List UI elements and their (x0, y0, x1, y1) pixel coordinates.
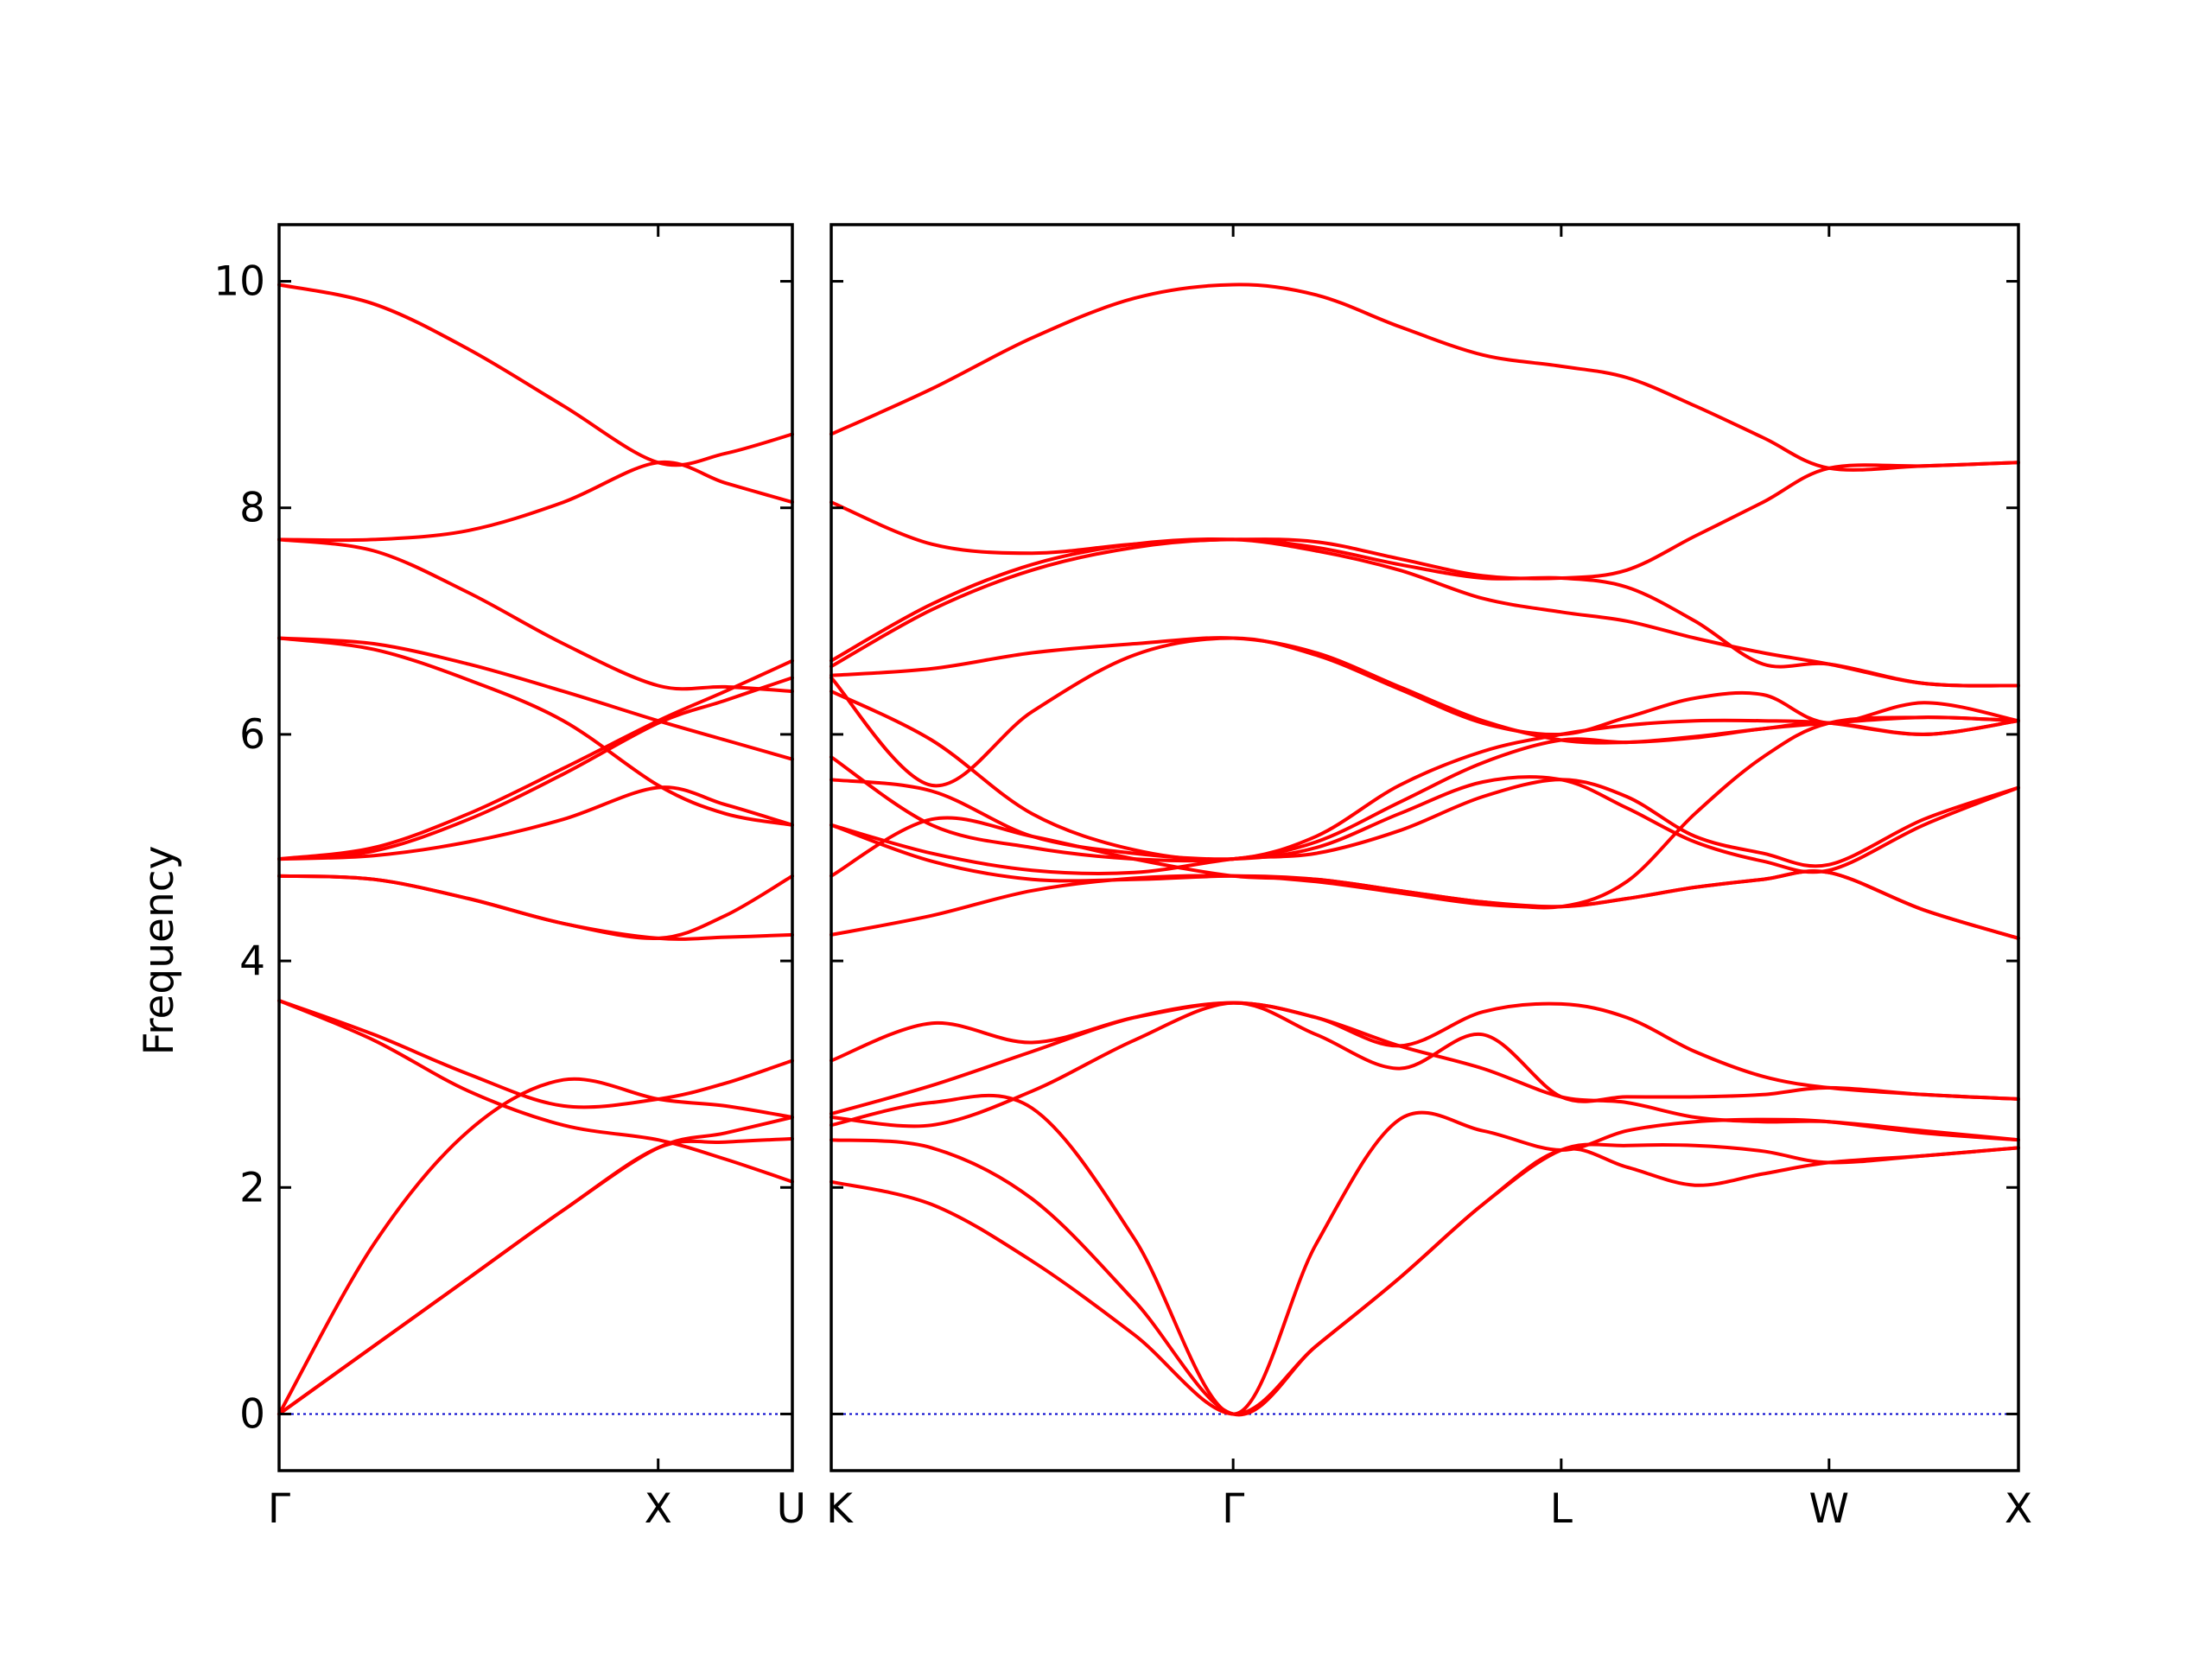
y-tick-label: 2 (239, 1164, 265, 1211)
chart-panels: 0 2 4 6 8 10 Γ X U K Γ L W X (213, 223, 2032, 1533)
x-tick-label: L (1550, 1485, 1573, 1533)
band-line (830, 1001, 2020, 1142)
y-tick-label: 0 (239, 1390, 265, 1438)
band-line (830, 869, 2020, 940)
band-line (830, 537, 2020, 688)
x-tick-label: X (645, 1485, 672, 1533)
band-line (277, 676, 794, 861)
band-line (830, 1001, 2020, 1128)
band-line (830, 1138, 2020, 1417)
x-tick-label: Γ (268, 1485, 290, 1533)
x-tick-label: K (826, 1485, 854, 1533)
band-line (830, 1093, 2020, 1416)
y-tick-label: 10 (213, 258, 265, 306)
band-line (277, 1116, 794, 1416)
band-line (277, 636, 794, 761)
band-line (277, 874, 794, 941)
y-axis-label: Frequency (136, 846, 183, 1056)
band-line (277, 1077, 794, 1416)
band-line (277, 999, 794, 1109)
y-tick-label: 6 (239, 711, 265, 759)
x-tick-label: X (2005, 1485, 2032, 1533)
band-line (830, 690, 2020, 861)
band-line (277, 1136, 794, 1416)
band-line (277, 636, 794, 827)
x-tick-label: W (1809, 1485, 1849, 1533)
band-line (277, 537, 794, 694)
y-tick-label: 4 (239, 938, 265, 985)
plot-frame (277, 223, 794, 1472)
band-line (830, 636, 2020, 745)
band-line (830, 715, 2020, 910)
band-line (830, 715, 2020, 863)
band-line (277, 283, 794, 467)
y-tick-label: 8 (239, 485, 265, 532)
band-line (277, 874, 794, 941)
band-line (830, 461, 2020, 581)
band-line (830, 283, 2020, 472)
band-line (830, 636, 2020, 788)
band-line (277, 785, 794, 861)
band-line (830, 1001, 2020, 1101)
x-tick-label: Γ (1222, 1485, 1244, 1533)
plot-frame (830, 223, 2020, 1472)
band-line (830, 778, 2020, 875)
band-line (277, 999, 794, 1184)
band-line (830, 537, 2020, 688)
band-line (277, 460, 794, 543)
panel-gamma-x-u: 0 2 4 6 8 10 Γ X U (213, 223, 806, 1533)
band-line (830, 775, 2020, 874)
x-tick-label: U (777, 1485, 806, 1533)
band-line (277, 658, 794, 861)
